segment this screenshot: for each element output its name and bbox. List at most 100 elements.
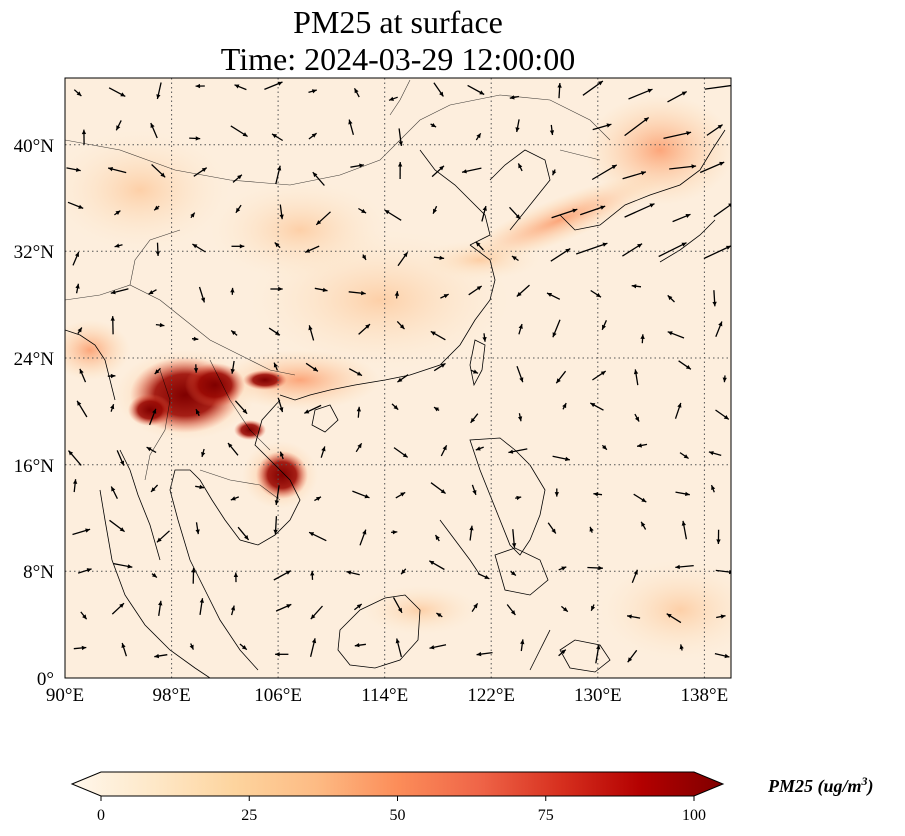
lon-label-106: 106°E — [254, 685, 302, 706]
wind-vector-head — [430, 331, 436, 336]
wind-vector-head — [316, 496, 321, 501]
wind-vector-head — [515, 127, 520, 132]
wind-vector-head — [516, 495, 522, 501]
wind-vector-head — [127, 564, 133, 569]
wind-vector-head — [154, 369, 160, 374]
wind-vector-head — [462, 169, 467, 174]
wind-vector-head — [237, 174, 242, 180]
wind-vector-head — [365, 324, 370, 329]
wind-vector-head — [708, 451, 714, 456]
wind-vector-head — [304, 409, 310, 414]
wind-vector-head — [75, 252, 79, 257]
wind-vector-head — [242, 408, 248, 414]
map-frame — [64, 77, 732, 679]
wind-vector-head — [647, 88, 653, 93]
wind-vector-head — [593, 492, 599, 497]
wind-vector-head — [685, 491, 690, 496]
wind-vector-head — [479, 90, 485, 95]
wind-vector-head — [121, 643, 126, 648]
wind-vector-head — [116, 125, 121, 131]
wind-vector-head — [310, 614, 316, 620]
wind-vector-head — [476, 133, 481, 139]
wind-vector-head — [356, 406, 361, 412]
wind-vector-head — [230, 368, 235, 374]
wind-vector-head — [516, 291, 522, 297]
wind-vector-head — [602, 324, 606, 330]
wind-vector-head — [364, 494, 370, 499]
wind-vector-head — [726, 245, 731, 250]
wind-vector-head — [552, 170, 557, 176]
wind-vector-head — [719, 161, 725, 166]
wind-vector-head — [68, 450, 74, 456]
wind-vector — [704, 84, 731, 90]
coastlines — [65, 129, 726, 678]
wind-vector — [663, 131, 692, 140]
wind-vector-head — [308, 325, 313, 331]
wind-vector-head — [635, 416, 640, 422]
wind-vector-head — [400, 492, 406, 497]
wind-vector-head — [482, 206, 487, 211]
wind-vector-head — [195, 83, 201, 89]
wind-vector-head — [598, 81, 603, 86]
wind-vector-head — [392, 530, 398, 535]
wind-vector-head — [402, 453, 408, 458]
wind-vector-head — [403, 252, 408, 258]
wind-vector-head — [600, 371, 606, 376]
map-time: Time: 2024-03-29 12:00:00 — [220, 41, 576, 77]
wind-vector-head — [160, 172, 166, 178]
wind-vector-head — [557, 83, 562, 88]
wind-vector-head — [552, 332, 557, 338]
lat-label-0: 0° — [37, 669, 54, 690]
wind-vector-head — [649, 203, 655, 208]
wind-vector-head — [643, 117, 649, 122]
wind-vector — [669, 165, 697, 170]
wind-vector-head — [239, 244, 245, 249]
wind-vector-head — [440, 489, 446, 494]
wind-vector-head — [591, 605, 596, 611]
wind-vector-head — [716, 539, 721, 544]
wind-vector-head — [305, 248, 311, 253]
wind-vector-head — [431, 123, 437, 128]
wind-vector-head — [311, 133, 317, 138]
wind-vector-head — [606, 123, 612, 128]
wind-vector-head — [398, 162, 403, 167]
wind-vector-head — [711, 485, 716, 490]
lat-label-8: 8°N — [23, 562, 54, 583]
wind-vector-head — [641, 521, 646, 527]
lat-label-40: 40°N — [14, 136, 55, 157]
wind-vector-head — [666, 613, 672, 618]
wind-vector-head — [596, 644, 601, 650]
wind-vector-head — [275, 330, 280, 336]
wind-vector-head — [196, 409, 200, 415]
wind-vector-head — [199, 484, 205, 490]
wind-vector-head — [114, 243, 120, 248]
wind-vector-head — [235, 207, 241, 213]
wind-vector-head — [277, 81, 283, 86]
wind-vector — [703, 245, 731, 260]
wind-vector-head — [627, 614, 632, 619]
wind-vector-head — [280, 451, 284, 457]
wind-vector-head — [356, 604, 362, 609]
wind-vector — [624, 203, 655, 218]
wind-vector-head — [724, 653, 730, 659]
wind-vector-head — [201, 167, 207, 172]
wind-vector-head — [233, 572, 239, 577]
colorbar-tick-50: 50 — [390, 807, 406, 824]
wind-vector-head — [357, 371, 362, 376]
wind-vector-head — [158, 600, 163, 606]
wind-vector-head — [677, 402, 682, 408]
wind-vector-head — [476, 286, 482, 291]
lon-label-130: 130°E — [574, 685, 622, 706]
wind-vector-head — [598, 565, 603, 571]
wind-vector-head — [148, 290, 154, 295]
wind-vector-head — [633, 569, 638, 575]
wind-vector-head — [562, 403, 567, 409]
wind-vector — [591, 164, 618, 181]
wind-vector-head — [73, 479, 78, 484]
wind-vector-head — [189, 644, 194, 650]
wind-vector-head — [119, 527, 125, 532]
wind-vector-head — [119, 603, 124, 608]
wind-vector-head — [234, 84, 240, 89]
wind-vector-head — [683, 454, 689, 459]
wind-vector-head — [442, 445, 447, 451]
